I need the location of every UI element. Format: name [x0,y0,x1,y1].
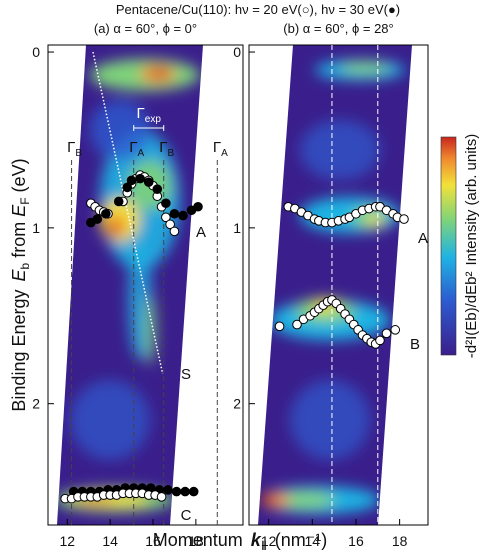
intensity-blob [300,120,380,180]
intensity-map [258,45,412,525]
label-unit: (nm⁻¹) [275,530,328,550]
intensity-blob [108,224,118,236]
data-point [188,486,199,497]
subscript: B [75,148,82,159]
state-label: S [181,366,191,383]
state-label: C [181,507,192,524]
data-point [375,335,385,346]
data-point [152,184,163,194]
reference-label: ΓB [67,139,82,159]
subscript: A [221,148,228,159]
data-point [169,226,180,237]
label-text: from [9,222,29,258]
figure-title: Pentacene/Cu(110): hν = 20 eV(○), hν = 3… [116,2,400,17]
subscript: exp [145,114,162,125]
intensity-blob [70,380,150,460]
data-point [381,328,392,339]
data-point [143,177,154,187]
data-point [161,198,171,209]
reference-label: ΓA [213,139,228,159]
state-label: B [410,336,420,353]
subscript: A [138,148,145,159]
symbol: Γ [67,139,75,156]
intensity-blob [153,67,167,77]
label-var: k [251,530,262,550]
data-point [178,210,188,221]
x-tick-label: 18 [392,533,408,549]
data-point [101,208,111,219]
y-tick-label: 1 [32,220,40,236]
colorbar [440,136,457,356]
data-point [161,212,171,223]
data-point [390,325,401,335]
intensity-blob [290,380,370,460]
label-expr: -d²I(Eb)/dEb² [463,272,480,359]
data-point [171,486,182,497]
state-label: A [418,230,428,247]
data-point [92,214,103,224]
data-point [113,196,124,207]
x-tick-label: 16 [348,533,364,549]
data-point [193,201,203,212]
label-text: Binding Energy [9,289,29,411]
label-sub: F [18,197,32,204]
y-tick-label: 0 [233,44,241,60]
label-var: E [9,268,29,281]
plot-frame [248,44,429,526]
data-point [169,208,180,219]
data-point [163,485,173,495]
state-label: A [196,224,206,241]
symbol: Γ [213,139,221,156]
y-tick-label: 0 [32,44,40,60]
label-text: Momentum [153,530,243,550]
data-point [292,319,302,330]
label-var: E [9,204,29,217]
x-tick-label: 14 [305,533,321,549]
x-tick-label: 14 [102,533,118,549]
symbol: Γ [129,139,137,156]
label-sub: b [18,262,32,269]
data-point [180,486,190,497]
x-tick-label: 16 [145,533,161,549]
intensity-blob [144,295,156,365]
data-point [126,175,137,186]
reference-label: ΓA [129,139,144,159]
intensity-blob [367,214,383,226]
data-point [122,182,133,193]
guide-line [92,51,164,374]
x-tick-label: 12 [59,533,75,549]
label-unit: (eV) [9,158,29,192]
intensity-blob [261,495,275,505]
label-sub: ∥ [261,539,267,550]
data-point [156,492,167,502]
x-tick-label: 18 [188,533,204,549]
y-axis-label: Binding EnergyEbfromEF(eV) [9,158,32,411]
data-point [165,219,175,230]
y-tick-label: 2 [233,396,241,412]
panel-title: (b) α = 60°, ϕ = 28° [283,21,393,36]
y-tick-label: 1 [233,220,241,236]
data-point [135,173,145,184]
plot-frame [47,44,244,526]
intensity-blob [90,100,150,160]
x-tick-label: 12 [261,533,277,549]
bracket [133,125,165,131]
data-point [399,214,409,224]
y-tick-label: 2 [32,396,40,412]
data-point [274,321,285,332]
symbol: Γ [159,139,167,156]
colorbar-label: -d²I(Eb)/dEb² Intensity (arb. units) [463,134,480,358]
symbol: Γ [137,105,145,122]
x-axis-label: Momentum k∥ (nm⁻¹) [153,530,328,550]
intensity-blob [340,62,390,74]
subscript: B [168,148,175,159]
panel-title: (a) α = 60°, ϕ = 0° [94,21,197,36]
label-text: Intensity (arb. units) [463,134,480,266]
reference-label: ΓB [159,139,174,159]
bracket-label: Γexp [137,105,162,125]
